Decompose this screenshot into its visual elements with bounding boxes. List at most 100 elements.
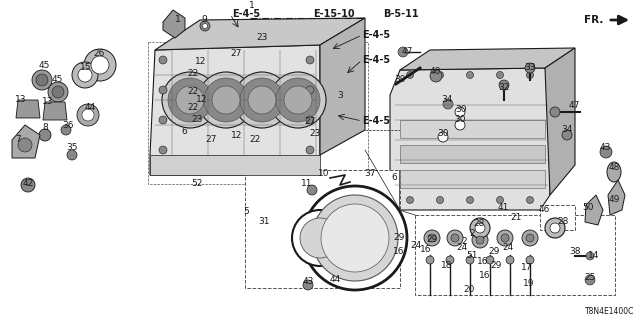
Circle shape — [466, 256, 474, 264]
Circle shape — [84, 49, 116, 81]
Text: 21: 21 — [510, 213, 522, 222]
Text: 51: 51 — [467, 252, 477, 260]
Circle shape — [455, 107, 465, 117]
Circle shape — [497, 230, 513, 246]
Text: E-4-5: E-4-5 — [362, 30, 390, 40]
Circle shape — [300, 218, 340, 258]
Circle shape — [212, 86, 240, 114]
Text: 2: 2 — [461, 237, 467, 246]
Text: 27: 27 — [205, 135, 217, 145]
Circle shape — [467, 71, 474, 78]
Circle shape — [455, 120, 465, 130]
Circle shape — [446, 256, 454, 264]
Circle shape — [600, 146, 612, 158]
Bar — [148, 42, 368, 184]
Circle shape — [162, 72, 218, 128]
Circle shape — [447, 230, 463, 246]
Text: 13: 13 — [42, 98, 54, 107]
Text: 6: 6 — [181, 127, 187, 137]
Circle shape — [248, 86, 276, 114]
Polygon shape — [150, 155, 320, 175]
Text: 27: 27 — [304, 117, 316, 126]
Circle shape — [303, 280, 313, 290]
Text: 9: 9 — [201, 15, 207, 25]
Polygon shape — [163, 10, 185, 38]
Circle shape — [39, 129, 51, 141]
Circle shape — [234, 72, 290, 128]
Text: 2: 2 — [469, 229, 475, 238]
Text: 34: 34 — [442, 95, 452, 105]
Circle shape — [426, 256, 434, 264]
Text: 26: 26 — [93, 50, 105, 59]
Circle shape — [499, 80, 509, 90]
Text: 15: 15 — [80, 63, 92, 73]
Text: 49: 49 — [608, 196, 620, 204]
Text: 17: 17 — [521, 263, 532, 273]
Text: 23: 23 — [256, 34, 268, 43]
Text: 30: 30 — [437, 129, 449, 138]
Text: 35: 35 — [67, 143, 77, 153]
Circle shape — [438, 132, 448, 142]
Text: 22: 22 — [188, 103, 198, 113]
Circle shape — [472, 232, 488, 248]
Circle shape — [91, 56, 109, 74]
Circle shape — [204, 78, 248, 122]
Polygon shape — [320, 18, 365, 155]
Circle shape — [321, 204, 389, 272]
Text: 28: 28 — [474, 220, 484, 228]
Text: 23: 23 — [191, 116, 203, 124]
Text: 37: 37 — [364, 170, 376, 179]
Circle shape — [527, 196, 534, 204]
Circle shape — [443, 99, 453, 109]
Text: 16: 16 — [479, 271, 491, 281]
Circle shape — [21, 178, 35, 192]
Circle shape — [306, 146, 314, 154]
Text: 3: 3 — [337, 92, 343, 100]
Circle shape — [72, 62, 98, 88]
Text: 22: 22 — [250, 134, 260, 143]
Text: 29: 29 — [394, 234, 404, 243]
Polygon shape — [150, 45, 320, 175]
Bar — [245, 170, 400, 288]
Text: 29: 29 — [488, 247, 500, 257]
Text: 16: 16 — [420, 245, 432, 254]
Circle shape — [585, 275, 595, 285]
Circle shape — [202, 23, 207, 28]
Text: E-4-5: E-4-5 — [362, 55, 390, 65]
Text: 30: 30 — [455, 106, 467, 115]
Text: 19: 19 — [524, 279, 535, 289]
Circle shape — [428, 234, 436, 242]
Circle shape — [306, 86, 314, 94]
Circle shape — [198, 72, 254, 128]
Circle shape — [476, 236, 484, 244]
Text: 42: 42 — [22, 179, 34, 188]
Circle shape — [436, 196, 444, 204]
Text: 50: 50 — [582, 203, 594, 212]
Text: 16: 16 — [477, 258, 489, 267]
Circle shape — [467, 196, 474, 204]
Circle shape — [78, 68, 92, 82]
Text: 34: 34 — [561, 125, 573, 134]
Circle shape — [176, 86, 204, 114]
Circle shape — [307, 185, 317, 195]
Circle shape — [61, 125, 71, 135]
Circle shape — [424, 230, 440, 246]
Circle shape — [398, 47, 408, 57]
Circle shape — [312, 195, 398, 281]
Circle shape — [292, 210, 348, 266]
Text: E-4-5: E-4-5 — [362, 116, 390, 126]
Text: 23: 23 — [309, 129, 321, 138]
Polygon shape — [400, 170, 545, 188]
Polygon shape — [400, 145, 545, 163]
Polygon shape — [400, 48, 575, 70]
Text: 46: 46 — [538, 205, 550, 214]
Text: 7: 7 — [15, 135, 21, 145]
Polygon shape — [12, 125, 40, 158]
Text: 11: 11 — [301, 179, 313, 188]
Text: 12: 12 — [231, 132, 243, 140]
Text: 10: 10 — [318, 170, 330, 179]
Polygon shape — [390, 68, 550, 210]
Circle shape — [270, 72, 326, 128]
Polygon shape — [16, 100, 40, 118]
Circle shape — [526, 256, 534, 264]
